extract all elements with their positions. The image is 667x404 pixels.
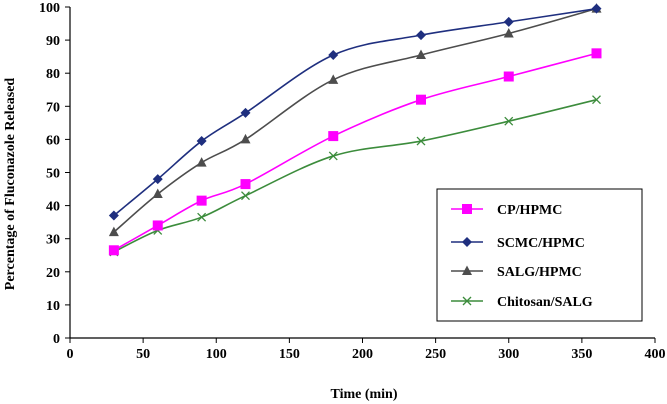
triangle-marker — [462, 265, 472, 275]
diamond-marker — [416, 30, 426, 41]
legend-label: SCMC/HPMC — [497, 236, 585, 251]
square-marker — [196, 195, 207, 206]
y-tick-label: 70 — [46, 100, 60, 115]
legend-item: SALG/HPMC — [451, 265, 582, 280]
legend-item: SCMC/HPMC — [451, 236, 585, 251]
x-marker — [462, 296, 472, 306]
diamond-marker — [152, 174, 163, 185]
x-tick-label: 300 — [498, 347, 519, 362]
y-tick-label: 50 — [46, 167, 60, 182]
diamond-marker — [108, 210, 119, 221]
triangle-marker — [108, 226, 119, 237]
triangle-marker — [328, 74, 339, 84]
x-marker-stroke — [328, 151, 338, 161]
x-tick-label: 250 — [425, 347, 446, 362]
x-marker — [416, 136, 426, 146]
x-marker — [504, 116, 514, 126]
legend-item: CP/HPMC — [451, 203, 562, 218]
square-marker — [416, 94, 426, 105]
y-tick-label: 20 — [46, 266, 60, 281]
x-marker-stroke — [592, 95, 601, 105]
x-marker-stroke — [462, 296, 472, 306]
triangle-marker — [152, 188, 163, 199]
legend-item: Chitosan/SALG — [451, 295, 593, 310]
y-axis-title: Percentage of Fluconazole Released — [3, 78, 18, 291]
x-marker — [592, 95, 601, 105]
y-tick-label: 60 — [46, 133, 60, 148]
legend-label: CP/HPMC — [497, 203, 562, 218]
diamond-marker — [196, 136, 207, 147]
square-marker — [503, 71, 514, 82]
square-marker — [591, 48, 602, 59]
y-tick-label: 0 — [53, 332, 60, 347]
y-tick-label: 80 — [46, 67, 60, 82]
y-tick-label: 40 — [46, 200, 60, 215]
square-marker — [108, 245, 119, 256]
y-tick-label: 10 — [46, 299, 60, 314]
x-tick-label: 0 — [67, 347, 74, 362]
x-tick-label: 150 — [279, 347, 300, 362]
triangle-marker — [240, 133, 251, 144]
x-marker-stroke — [241, 191, 250, 201]
x-tick-label: 400 — [645, 347, 666, 362]
square-marker — [462, 204, 472, 214]
x-tick-label: 50 — [136, 347, 150, 362]
square-marker — [152, 220, 163, 231]
y-tick-label: 100 — [39, 1, 60, 16]
legend-label: Chitosan/SALG — [497, 295, 593, 310]
x-tick-label: 200 — [352, 347, 373, 362]
x-axis-title: Time (min) — [330, 387, 397, 402]
square-marker — [240, 179, 251, 190]
x-tick-label: 100 — [206, 347, 227, 362]
square-marker — [328, 131, 339, 142]
y-tick-label: 90 — [46, 34, 60, 49]
triangle-marker — [416, 49, 426, 59]
x-marker-stroke — [416, 136, 426, 146]
x-marker — [197, 212, 207, 222]
diamond-marker — [503, 16, 514, 27]
x-marker-stroke — [504, 116, 514, 126]
legend: CP/HPMC SCMC/HPMC SALG/HPMC Chitosan/SALG — [436, 188, 643, 322]
legend-label: SALG/HPMC — [497, 265, 582, 280]
diamond-marker — [328, 49, 339, 60]
diamond-marker — [240, 107, 251, 118]
y-tick-label: 30 — [46, 233, 60, 248]
triangle-marker — [503, 27, 514, 38]
triangle-marker — [196, 157, 207, 167]
diamond-marker — [591, 3, 602, 14]
diamond-marker — [462, 237, 472, 247]
series-line-scmc-hpmc — [113, 7, 597, 217]
x-marker-stroke — [197, 212, 207, 222]
x-tick-label: 350 — [571, 347, 592, 362]
x-marker — [328, 151, 338, 161]
x-marker — [241, 191, 250, 201]
